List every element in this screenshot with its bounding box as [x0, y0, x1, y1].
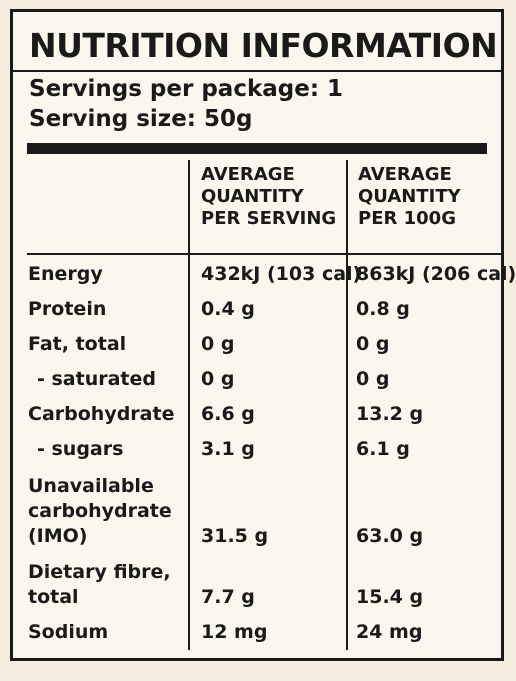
header-divider	[27, 253, 501, 255]
column-divider-2	[346, 160, 348, 650]
per-serving-value: 12 mg	[201, 621, 268, 643]
header-line: PER 100G	[358, 208, 456, 229]
serving-size: Serving size: 50g	[29, 106, 253, 132]
header-line: QUANTITY	[358, 186, 461, 207]
header-line: PER SERVING	[201, 208, 337, 229]
header-line: AVERAGE	[201, 164, 295, 185]
per-100g-value: 13.2 g	[356, 403, 424, 425]
per-100g-value: 0.8 g	[356, 298, 410, 320]
header-per-100g: AVERAGE QUANTITY PER 100G	[358, 164, 461, 230]
nutrient-label-line: (IMO)	[28, 525, 88, 547]
per-serving-value: 7.7 g	[201, 586, 255, 608]
nutrient-label-line: total	[28, 586, 79, 608]
nutrient-label: - saturated	[37, 368, 157, 390]
per-serving-value: 0 g	[201, 333, 235, 355]
nutrient-label-line: Dietary fibre,	[28, 561, 171, 583]
title-divider	[13, 70, 501, 72]
per-serving-value: 0.4 g	[201, 298, 255, 320]
per-100g-value: 0 g	[356, 333, 390, 355]
servings-per-package: Servings per package: 1	[29, 76, 344, 102]
nutrient-label-line: Unavailable	[28, 475, 154, 497]
per-serving-value: 432kJ (103 cal)	[201, 263, 362, 285]
nutrient-label-line: carbohydrate	[28, 500, 172, 522]
column-divider-1	[188, 160, 190, 650]
nutrient-label: Sodium	[28, 621, 109, 643]
per-serving-value: 6.6 g	[201, 403, 255, 425]
per-serving-value: 0 g	[201, 368, 235, 390]
per-100g-value: 0 g	[356, 368, 390, 390]
per-100g-value: 15.4 g	[356, 586, 424, 608]
per-100g-value: 24 mg	[356, 621, 423, 643]
per-100g-value: 63.0 g	[356, 525, 424, 547]
thick-divider	[27, 143, 487, 154]
nutrient-label: Protein	[28, 298, 107, 320]
header-per-serving: AVERAGE QUANTITY PER SERVING	[201, 164, 336, 230]
per-100g-value: 863kJ (206 cal)	[356, 263, 516, 285]
nutrient-label: - sugars	[37, 438, 124, 460]
nutrient-label: Carbohydrate	[28, 403, 175, 425]
nutrient-label: Energy	[28, 263, 103, 285]
nutrition-panel: NUTRITION INFORMATION Servings per packa…	[10, 9, 516, 661]
header-line: QUANTITY	[201, 186, 304, 207]
header-line: AVERAGE	[358, 164, 452, 185]
panel-title: NUTRITION INFORMATION	[29, 26, 498, 65]
per-100g-value: 6.1 g	[356, 438, 410, 460]
per-serving-value: 3.1 g	[201, 438, 255, 460]
nutrient-label: Fat, total	[28, 333, 127, 355]
per-serving-value: 31.5 g	[201, 525, 269, 547]
